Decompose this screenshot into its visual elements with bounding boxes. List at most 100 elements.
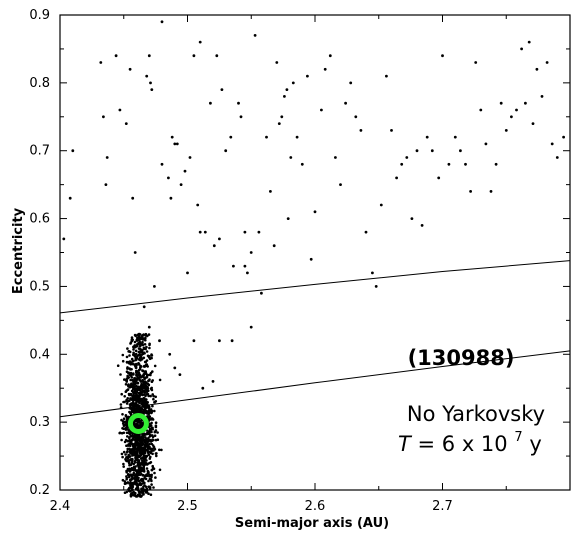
scatter-point xyxy=(186,271,189,275)
cluster-point xyxy=(119,373,122,376)
cluster-point xyxy=(125,450,129,454)
scatter-point xyxy=(272,244,276,248)
cluster-point xyxy=(122,450,126,454)
cluster-point xyxy=(138,337,141,340)
cluster-point xyxy=(138,483,142,487)
cluster-point xyxy=(138,395,141,398)
cluster-point xyxy=(141,422,145,426)
cluster-point xyxy=(142,400,145,403)
cluster-point xyxy=(135,380,138,383)
cluster-point xyxy=(134,355,138,358)
cluster-point xyxy=(138,379,142,382)
cluster-point xyxy=(141,369,144,372)
scatter-point xyxy=(371,271,374,275)
scatter-point xyxy=(211,380,215,383)
y-tick-label: 0.2 xyxy=(29,483,50,498)
cluster-point xyxy=(148,473,151,477)
scatter-point xyxy=(531,122,535,125)
cluster-point xyxy=(133,461,137,464)
cluster-point xyxy=(144,436,147,439)
time-unit: y xyxy=(529,432,541,456)
cluster-point xyxy=(149,434,153,437)
cluster-point xyxy=(136,464,139,467)
cluster-point xyxy=(144,338,147,342)
scatter-point xyxy=(385,74,388,78)
cluster-point xyxy=(150,426,153,430)
cluster-point xyxy=(148,442,151,446)
cluster-point xyxy=(129,430,132,434)
scatter-point xyxy=(309,257,313,261)
cluster-point xyxy=(145,398,148,401)
cluster-point xyxy=(134,387,137,390)
cluster-point xyxy=(153,409,156,413)
y-tick-label: 0.9 xyxy=(29,8,50,23)
cluster-point xyxy=(139,398,142,402)
scatter-point xyxy=(415,149,419,153)
scatter-point xyxy=(237,101,240,105)
cluster-point xyxy=(128,406,132,410)
scatter-point xyxy=(306,74,309,78)
cluster-point xyxy=(130,338,134,341)
scatter-point xyxy=(153,285,156,288)
x-tick-label: 2.6 xyxy=(305,499,326,514)
cluster-point xyxy=(136,446,140,450)
cluster-point xyxy=(136,375,139,379)
cluster-point xyxy=(151,404,154,408)
scatter-point xyxy=(354,115,358,119)
scatter-point xyxy=(150,88,154,91)
scatter-point xyxy=(173,142,177,146)
cluster-point xyxy=(138,434,141,437)
scatter-point xyxy=(289,156,293,159)
cluster-point xyxy=(131,447,134,451)
cluster-point xyxy=(130,376,134,379)
cluster-point xyxy=(153,471,156,475)
cluster-point xyxy=(137,368,141,372)
scatter-point xyxy=(160,162,164,166)
cluster-point xyxy=(129,412,133,415)
scatter-point xyxy=(118,108,122,112)
time-exponent: 7 xyxy=(514,430,522,445)
scatter-point xyxy=(390,129,393,132)
cluster-point xyxy=(127,443,130,447)
cluster-point xyxy=(131,443,135,447)
cluster-point xyxy=(133,340,137,344)
axis-ticks xyxy=(59,14,570,491)
cluster-point xyxy=(151,435,155,439)
scatter-point xyxy=(209,101,212,105)
cluster-point xyxy=(147,356,151,359)
cluster-point xyxy=(137,371,141,374)
scatter-point xyxy=(183,169,187,173)
cluster-point xyxy=(137,361,140,365)
cluster-point xyxy=(158,448,161,452)
scatter-point xyxy=(464,162,467,166)
cluster-point xyxy=(131,400,135,404)
cluster-point xyxy=(147,394,150,398)
cluster-point xyxy=(122,462,125,466)
cluster-point xyxy=(139,457,143,460)
cluster-point xyxy=(128,393,132,396)
cluster-point xyxy=(129,371,133,375)
cluster-point xyxy=(124,383,128,386)
cluster-point xyxy=(131,476,134,480)
scatter-point xyxy=(173,366,177,370)
cluster-point xyxy=(129,434,133,438)
cluster-point xyxy=(123,491,127,495)
scatter-point xyxy=(494,162,498,166)
cluster-point xyxy=(138,404,141,408)
scatter-point xyxy=(504,129,508,132)
cluster-point xyxy=(134,478,137,481)
cluster-point xyxy=(129,378,132,382)
cluster-point xyxy=(119,406,123,409)
x-tick-label: 2.5 xyxy=(177,499,198,514)
cluster-point xyxy=(145,350,149,353)
cluster-point xyxy=(151,466,155,470)
cluster-point xyxy=(127,475,131,479)
cluster-point xyxy=(156,431,159,434)
cluster-point xyxy=(124,414,128,418)
scatter-point xyxy=(215,54,219,58)
cluster-point xyxy=(148,486,152,489)
time-value: = 6 x 10 xyxy=(418,432,508,456)
cluster-point xyxy=(116,364,120,368)
cluster-point xyxy=(140,410,143,414)
cluster-point xyxy=(124,453,127,456)
